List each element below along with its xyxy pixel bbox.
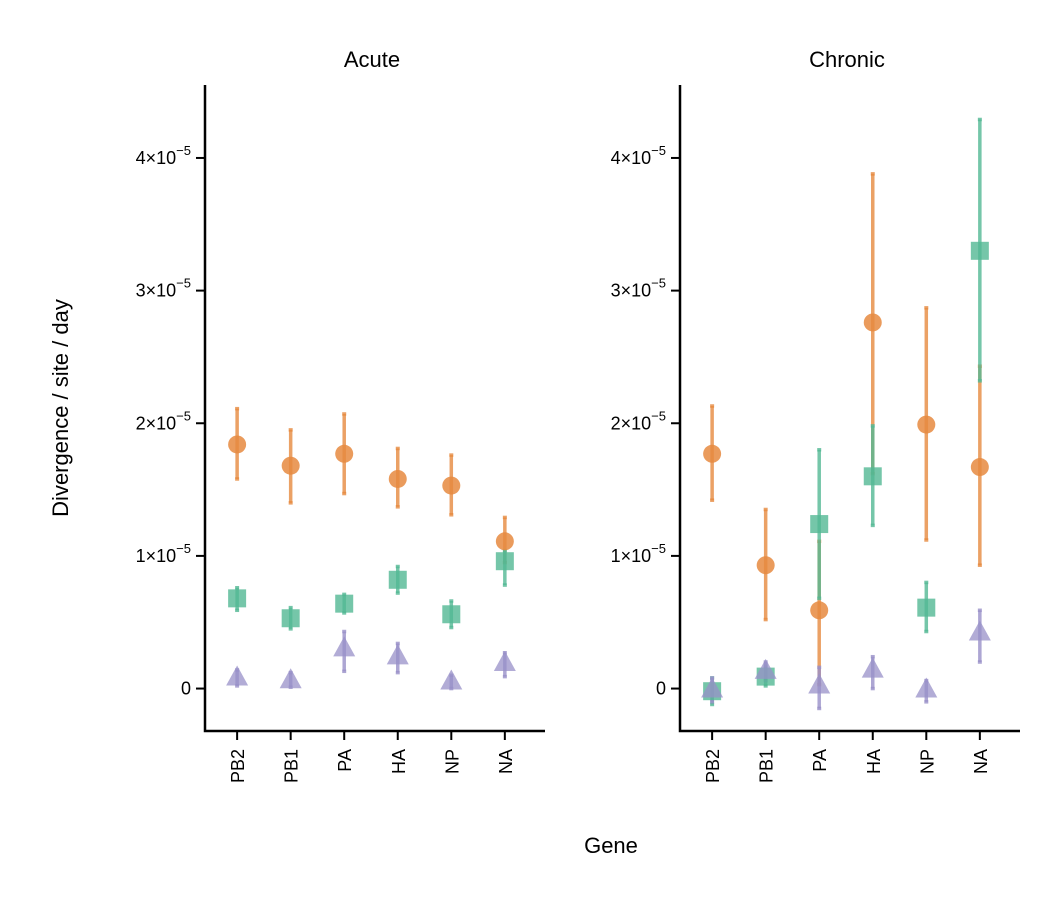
data-point-square [495,552,514,571]
data-point-triangle [226,665,249,686]
y-tick-label: 3×10−5 [611,276,666,301]
y-tick-label: 2×10−5 [611,408,666,433]
data-point-square [863,467,882,486]
data-point-circle [810,601,829,620]
x-tick-label: HA [389,749,409,774]
y-tick-label: 4×10−5 [136,143,191,168]
data-point-triangle [279,668,302,689]
data-point-circle [228,435,247,454]
data-point-square [281,609,300,628]
x-tick-label: PB2 [703,749,723,783]
panel-title: Chronic [809,47,885,72]
y-axis-title: Divergence / site / day [48,299,73,517]
data-point-circle [917,415,936,434]
data-point-triangle [808,673,831,694]
data-point-triangle [701,677,724,698]
y-tick-label: 4×10−5 [611,143,666,168]
x-tick-label: PA [335,749,355,772]
y-tick-label: 3×10−5 [136,276,191,301]
data-point-triangle [493,650,516,671]
y-tick-label: 1×10−5 [136,541,191,566]
data-point-square [228,589,247,608]
data-point-square [970,241,989,260]
data-point-circle [703,444,722,463]
data-point-circle [388,469,407,488]
data-point-circle [495,532,514,551]
data-point-square [442,605,461,624]
data-point-triangle [333,636,356,657]
y-tick-label: 0 [181,679,191,699]
panel-chronic: Chronic 0 1×10−5 2×10−5 3×10−5 4×10−5 PB2 PB1 PA… [611,47,1020,783]
data-point-square [917,598,936,617]
data-point-triangle [915,677,938,698]
x-tick-label: HA [864,749,884,774]
panel-acute: Acute 0 1×10−5 2×10−5 3×10−5 4×10−5 PB2 PB1 PA HA… [136,47,545,783]
axis-spine [678,85,1020,733]
x-tick-label: PB1 [757,749,777,783]
y-tick-label: 0 [656,679,666,699]
data-point-circle [863,313,882,332]
y-tick-label: 1×10−5 [611,541,666,566]
x-tick-label: PB1 [282,749,302,783]
data-point-triangle [968,620,991,641]
x-tick-label: NP [917,749,937,774]
data-point-square [388,570,407,589]
data-point-circle [442,476,461,495]
data-point-square [810,515,829,534]
panel-title: Acute [344,47,400,72]
data-point-triangle [861,657,884,678]
x-tick-label: NA [971,749,991,774]
x-tick-label: PA [810,749,830,772]
data-point-triangle [440,669,463,690]
data-point-circle [970,458,989,477]
data-point-circle [756,556,775,575]
axis-spine [203,85,545,733]
y-tick-label: 2×10−5 [136,408,191,433]
data-point-circle [281,456,300,475]
x-axis-title: Gene [584,833,638,858]
data-point-square [335,594,354,613]
data-point-triangle [386,644,409,665]
x-tick-label: NP [442,749,462,774]
x-tick-label: NA [496,749,516,774]
data-point-circle [335,444,354,463]
data-point-triangle [754,658,777,679]
x-tick-label: PB2 [228,749,248,783]
